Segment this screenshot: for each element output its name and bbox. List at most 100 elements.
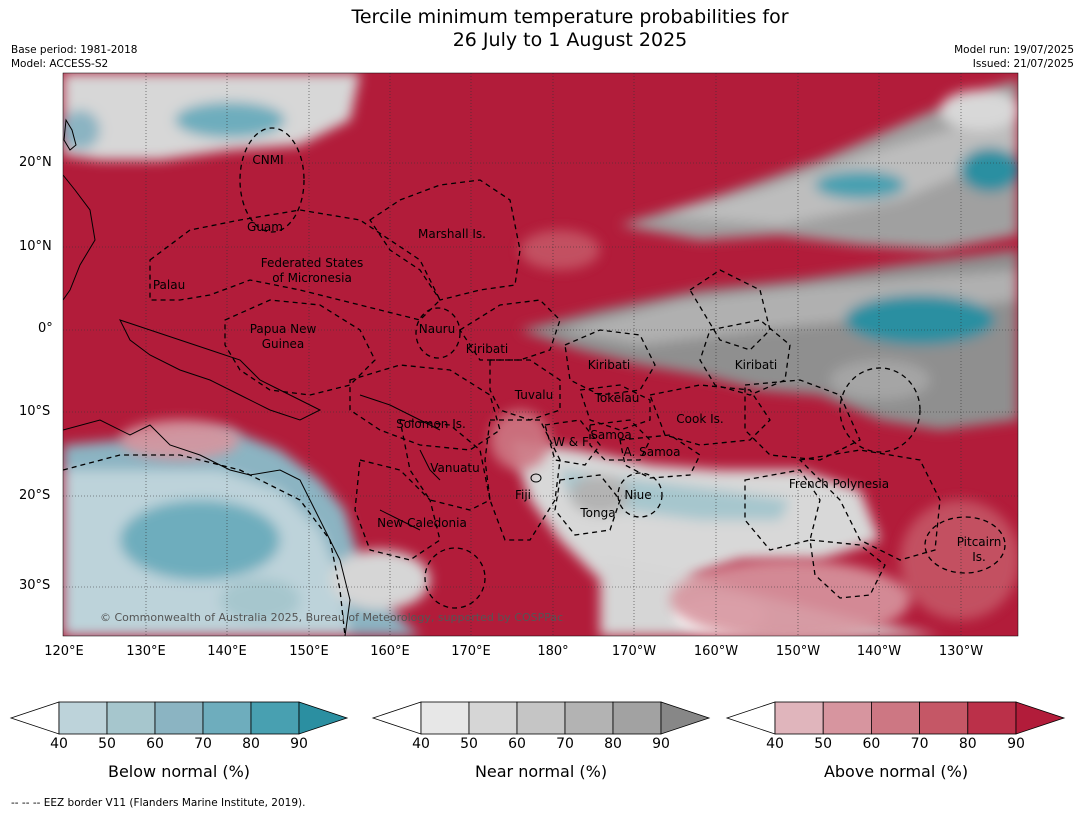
label-samoa: Samoa xyxy=(590,428,631,442)
colorbar-near-tick: 50 xyxy=(460,736,478,752)
lat-label-10n: 10°N xyxy=(19,239,52,254)
label-kiribati-east: Kiribati xyxy=(735,358,777,372)
colorbar-above-title: Above normal (%) xyxy=(823,762,969,781)
lon-label-130e: 130°E xyxy=(126,644,166,659)
eez-borders xyxy=(63,127,1006,636)
lon-label-130w: 130°W xyxy=(938,644,984,659)
above-normal-gradients xyxy=(120,230,1018,636)
lon-label-160e: 160°E xyxy=(370,644,410,659)
colorbar-below-tick: 60 xyxy=(146,736,164,752)
lon-label-160w: 160°W xyxy=(693,644,739,659)
region-labels: CNMI Guam Palau Federated States of Micr… xyxy=(153,153,1001,564)
label-french-polynesia: French Polynesia xyxy=(789,477,889,491)
colorbar-near-tick: 70 xyxy=(556,736,574,752)
graticule xyxy=(63,73,1018,636)
base-period: Base period: 1981-2018 xyxy=(11,44,138,56)
label-pitcairn-1: Pitcairn xyxy=(957,535,1002,549)
label-kiribati-west: Kiribati xyxy=(466,342,508,356)
meta-left: Base period: 1981-2018 Model: ACCESS-S2 xyxy=(11,43,137,71)
colorbar-above-high-extension xyxy=(1015,701,1066,735)
colorbar-near-bin xyxy=(468,701,518,735)
lat-label-20s: 20°S xyxy=(19,488,51,503)
map-frame xyxy=(62,72,1019,637)
colorbar-near-low-extension xyxy=(371,701,422,735)
colorbar-above-bin xyxy=(871,701,921,735)
label-palau: Palau xyxy=(153,278,185,292)
northwest-field xyxy=(63,73,360,160)
model-run: Model run: 19/07/2025 xyxy=(954,44,1074,56)
colorbar-near-bin xyxy=(420,701,470,735)
label-guam: Guam xyxy=(247,220,283,234)
colorbar-above-bin xyxy=(919,701,969,735)
colorbar-below-title: Below normal (%) xyxy=(107,762,251,781)
colorbar-near-tick: 40 xyxy=(412,736,430,752)
colorbar-below-low-extension xyxy=(9,701,60,735)
colorbar-above-tick: 90 xyxy=(1007,736,1025,752)
lat-label-10s: 10°S xyxy=(19,404,51,419)
lon-label-140e: 140°E xyxy=(207,644,247,659)
colorbar-near-bin xyxy=(516,701,566,735)
colorbar-above-bin xyxy=(967,701,1017,735)
colorbar-above-bin xyxy=(774,701,824,735)
map-area xyxy=(63,73,1018,636)
colorbar-near-bin xyxy=(564,701,614,735)
colorbar-near-tick: 90 xyxy=(652,736,670,752)
southwest-field xyxy=(63,430,430,636)
colorbar-below-tick: 70 xyxy=(194,736,212,752)
colorbar-below-tick: 90 xyxy=(290,736,308,752)
label-kiribati-central: Kiribati xyxy=(588,358,630,372)
colorbar-near-tick: 80 xyxy=(604,736,622,752)
lat-label-0: 0° xyxy=(38,321,53,336)
label-cook: Cook Is. xyxy=(676,412,723,426)
lon-label-150e: 150°E xyxy=(289,644,329,659)
lon-label-150w: 150°W xyxy=(775,644,821,659)
colorbar-below-bin xyxy=(58,701,108,735)
colorbar-below-bin xyxy=(106,701,156,735)
label-tonga: Tonga xyxy=(579,506,615,520)
lon-label-170e: 170°E xyxy=(451,644,491,659)
lon-label-140w: 140°W xyxy=(856,644,902,659)
colorbar-above xyxy=(725,701,1066,735)
colorbar-near-bin xyxy=(612,701,662,735)
colorbar-above-tick: 60 xyxy=(862,736,881,752)
colorbar-near-title: Near normal (%) xyxy=(474,762,608,781)
lat-label-20n: 20°N xyxy=(19,155,52,170)
lon-label-170w: 170°W xyxy=(611,644,657,659)
eez-footnote: -- -- -- EEZ border V11 (Flanders Marine… xyxy=(11,797,306,809)
map-title: Tercile minimum temperature probabilitie… xyxy=(0,6,1085,52)
label-cnmi: CNMI xyxy=(252,153,283,167)
colorbar-above-bin xyxy=(822,701,872,735)
label-fsm-2: of Micronesia xyxy=(272,271,352,285)
label-marshall: Marshall Is. xyxy=(418,227,486,241)
label-niue: Niue xyxy=(624,488,651,502)
northeast-field xyxy=(620,80,1018,250)
colorbar-above-tick: 80 xyxy=(958,736,977,752)
colorbar-near xyxy=(371,701,711,735)
colorbar-below xyxy=(9,701,349,735)
meta-right: Model run: 19/07/2025 Issued: 21/07/2025 xyxy=(954,43,1074,71)
title-line-1: Tercile minimum temperature probabilitie… xyxy=(351,6,789,28)
label-tokelau: Tokelau xyxy=(594,391,640,405)
model-name: Model: ACCESS-S2 xyxy=(11,58,109,70)
colorbar-above-tick: 40 xyxy=(766,736,784,752)
lon-label-120e: 120°E xyxy=(44,644,84,659)
colorbar-below-tick: 80 xyxy=(242,736,260,752)
colorbar-near-high-extension xyxy=(660,701,711,735)
title-line-2: 26 July to 1 August 2025 xyxy=(452,29,688,51)
colorbar-below-bin xyxy=(202,701,252,735)
label-png-1: Papua New xyxy=(250,322,317,336)
label-png-2: Guinea xyxy=(262,337,305,351)
label-fsm-1: Federated States xyxy=(261,256,363,270)
label-solomon: Solomon Is. xyxy=(396,417,466,431)
issued-date: Issued: 21/07/2025 xyxy=(972,58,1074,70)
label-new-caledonia: New Caledonia xyxy=(377,516,467,530)
colorbar-below-bin xyxy=(154,701,204,735)
lon-label-180: 180° xyxy=(537,644,569,659)
label-pitcairn-2: Is. xyxy=(972,550,986,564)
label-vanuatu: Vanuatu xyxy=(430,461,480,475)
colorbar-below-high-extension xyxy=(298,701,349,735)
label-american-samoa: A. Samoa xyxy=(624,445,681,459)
label-nauru: Nauru xyxy=(419,322,455,336)
label-tuvalu: Tuvalu xyxy=(514,388,554,402)
